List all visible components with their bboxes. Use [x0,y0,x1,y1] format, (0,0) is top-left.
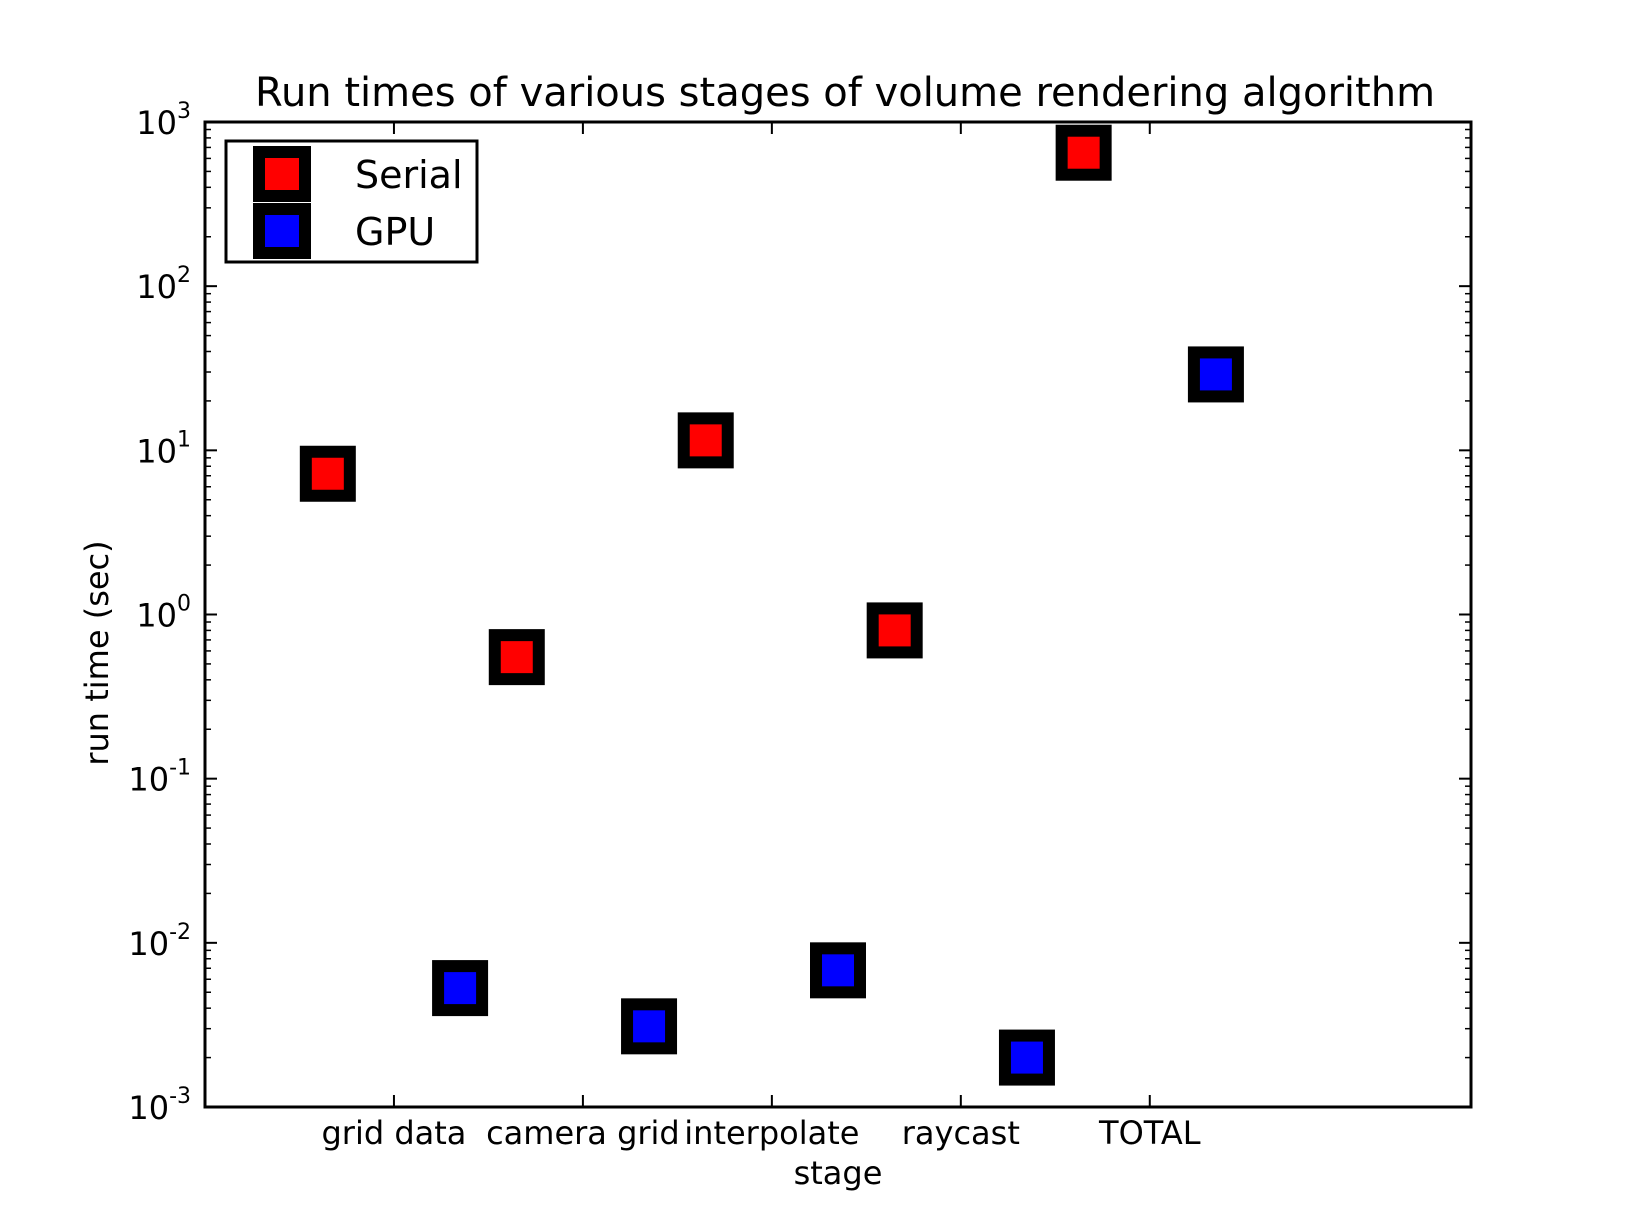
y-tick-label: 10-2 [128,920,191,963]
x-tick-label: TOTAL [1098,1114,1201,1152]
data-point-gpu [1187,346,1244,403]
y-tick-exponent: 0 [177,592,191,617]
data-point-serial [866,602,923,659]
x-axis-label: stage [794,1154,883,1192]
y-tick-label: 103 [136,99,191,142]
legend-marker-gpu [265,215,299,247]
y-tick-base: 10 [136,268,177,306]
y-tick-label: 101 [136,427,191,470]
marker-fill [633,1010,666,1043]
y-tick-label: 102 [136,263,191,306]
marker-fill [1067,136,1100,169]
x-tick-label: raycast [902,1114,1020,1152]
legend-marker-serial [265,158,299,190]
y-tick-label: 10-3 [128,1084,191,1127]
marker-fill [689,424,722,457]
x-tick-label: camera grid [486,1114,680,1152]
y-tick-exponent: -3 [169,1084,191,1109]
chart-title: Run times of various stages of volume re… [255,70,1435,116]
marker-fill [1199,358,1232,391]
x-tick-labels: grid data camera grid interpolate raycast TO… [321,1114,1200,1152]
y-axis-label: run time (sec) [78,540,116,765]
data-markers [299,124,1244,1086]
data-point-gpu [621,998,678,1055]
y-tick-base: 10 [136,432,177,470]
marker-fill [500,641,533,674]
y-tick-label: 10-1 [128,756,191,799]
marker-fill [311,457,344,490]
marker-fill [1010,1041,1043,1074]
x-tick-label: grid data [321,1114,466,1152]
y-tick-exponent: -1 [169,756,191,781]
marker-fill [822,954,854,987]
y-tick-exponent: -2 [169,920,191,945]
data-point-serial [488,629,545,686]
marker-fill [878,614,911,647]
y-tick-base: 10 [128,761,169,799]
y-tick-exponent: 3 [177,99,191,124]
axis-ticks [203,120,1473,1109]
legend: Serial GPU [224,139,479,264]
y-tick-base: 10 [128,925,169,963]
y-tick-exponent: 2 [177,263,191,288]
data-point-serial [677,412,734,469]
marker-fill [444,972,477,1005]
x-tick-label: interpolate [684,1114,859,1152]
y-tick-base: 10 [136,597,177,635]
y-tick-exponent: 1 [177,427,191,452]
data-point-serial [299,445,356,502]
data-point-gpu [810,942,866,999]
y-tick-base: 10 [128,1089,169,1127]
data-point-gpu [998,1029,1055,1086]
y-tick-base: 10 [136,104,177,142]
legend-label-gpu: GPU [355,210,435,254]
data-point-serial [1055,124,1112,181]
legend-label-serial: Serial [355,153,463,197]
data-point-gpu [432,960,489,1017]
y-tick-label: 100 [136,592,191,635]
